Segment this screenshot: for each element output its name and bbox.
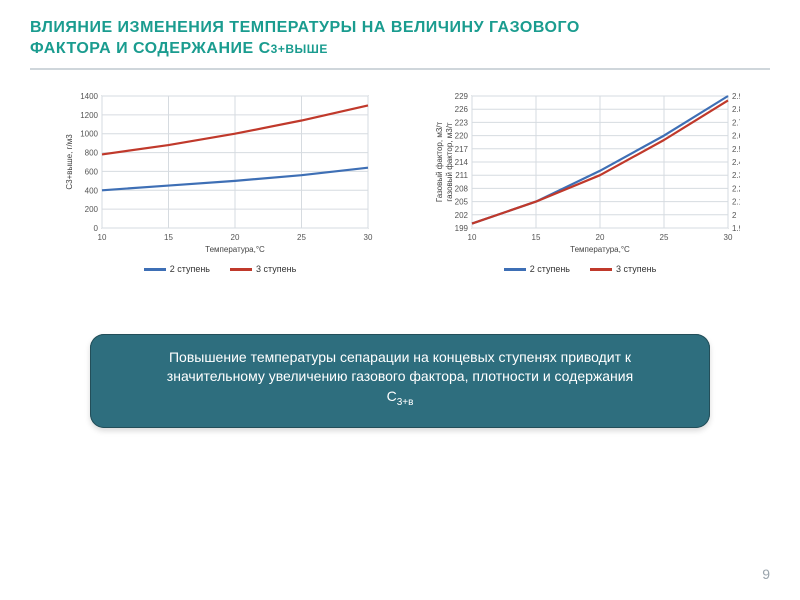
svg-text:2.7: 2.7	[732, 118, 740, 127]
svg-text:600: 600	[85, 167, 99, 176]
chart-left-legend: 2 ступень 3 ступень	[60, 264, 380, 274]
svg-text:С3+выше, г/м3: С3+выше, г/м3	[65, 133, 74, 189]
chart-right: 199 1.9 202 2 205 2.1 208 2.2 211 2.3 214 2.4 217 2.5…	[420, 88, 740, 274]
svg-text:1000: 1000	[80, 129, 98, 138]
legend-label: 2 ступень	[170, 264, 210, 274]
svg-text:Температура,°С: Температура,°С	[570, 245, 630, 254]
legend-item: 2 ступень	[144, 264, 210, 274]
chart-left: 0 200 400 600 800 1000 1200 1400 10 15 20 25 30 Темпе…	[60, 88, 380, 274]
svg-text:400: 400	[85, 186, 99, 195]
svg-text:25: 25	[297, 233, 306, 242]
legend-label: 3 ступень	[616, 264, 656, 274]
svg-text:0: 0	[94, 224, 99, 233]
svg-text:220: 220	[455, 131, 469, 140]
svg-text:2.4: 2.4	[732, 158, 740, 167]
svg-text:2: 2	[732, 210, 737, 219]
svg-text:15: 15	[532, 233, 541, 242]
conclusion-callout: Повышение температуры сепарации на конце…	[90, 334, 710, 428]
svg-text:223: 223	[455, 118, 469, 127]
svg-text:10: 10	[468, 233, 477, 242]
charts-row: 0 200 400 600 800 1000 1200 1400 10 15 20 25 30 Темпе…	[0, 70, 800, 274]
svg-text:2.3: 2.3	[732, 171, 740, 180]
svg-text:2.6: 2.6	[732, 131, 740, 140]
legend-item: 3 ступень	[590, 264, 656, 274]
svg-text:1.9: 1.9	[732, 224, 740, 233]
svg-text:199: 199	[455, 224, 469, 233]
svg-text:200: 200	[85, 205, 99, 214]
page-title: ВЛИЯНИЕ ИЗМЕНЕНИЯ ТЕМПЕРАТУРЫ НА ВЕЛИЧИН…	[0, 0, 800, 64]
svg-text:1200: 1200	[80, 110, 98, 119]
svg-text:2.2: 2.2	[732, 184, 740, 193]
svg-text:газовый фактор, м3/т: газовый фактор, м3/т	[445, 122, 454, 202]
svg-text:229: 229	[455, 92, 469, 101]
svg-text:Газовый фактор, м3/т: Газовый фактор, м3/т	[435, 121, 444, 202]
svg-text:205: 205	[455, 197, 469, 206]
svg-text:20: 20	[231, 233, 240, 242]
legend-item: 2 ступень	[504, 264, 570, 274]
svg-text:226: 226	[455, 105, 469, 114]
svg-text:208: 208	[455, 184, 469, 193]
svg-text:25: 25	[660, 233, 669, 242]
title-line1: ВЛИЯНИЕ ИЗМЕНЕНИЯ ТЕМПЕРАТУРЫ НА ВЕЛИЧИН…	[30, 19, 580, 36]
svg-text:20: 20	[596, 233, 605, 242]
svg-text:Температура,°С: Температура,°С	[205, 245, 265, 254]
callout-line: значительному увеличению газового фактор…	[110, 367, 690, 387]
chart-right-svg: 199 1.9 202 2 205 2.1 208 2.2 211 2.3 214 2.4 217 2.5…	[420, 88, 740, 258]
svg-text:10: 10	[98, 233, 107, 242]
svg-text:2.8: 2.8	[732, 105, 740, 114]
callout-line: С3+в	[110, 387, 690, 410]
legend-label: 2 ступень	[530, 264, 570, 274]
chart-left-svg: 0 200 400 600 800 1000 1200 1400 10 15 20 25 30 Темпе…	[60, 88, 380, 258]
page-number: 9	[762, 566, 770, 582]
svg-text:2.9: 2.9	[732, 92, 740, 101]
svg-text:217: 217	[455, 144, 469, 153]
svg-text:2.5: 2.5	[732, 144, 740, 153]
svg-text:202: 202	[455, 210, 469, 219]
svg-text:30: 30	[724, 233, 733, 242]
svg-text:30: 30	[364, 233, 373, 242]
svg-text:214: 214	[455, 158, 469, 167]
legend-item: 3 ступень	[230, 264, 296, 274]
svg-text:1400: 1400	[80, 92, 98, 101]
title-line2b: 3+ВЫШЕ	[271, 42, 328, 56]
svg-text:2.1: 2.1	[732, 197, 740, 206]
svg-text:800: 800	[85, 148, 99, 157]
svg-text:211: 211	[455, 171, 468, 180]
legend-label: 3 ступень	[256, 264, 296, 274]
svg-text:15: 15	[164, 233, 173, 242]
callout-line: Повышение температуры сепарации на конце…	[110, 348, 690, 368]
chart-right-legend: 2 ступень 3 ступень	[420, 264, 740, 274]
title-line2a: ФАКТОРА И СОДЕРЖАНИЕ С	[30, 40, 271, 57]
